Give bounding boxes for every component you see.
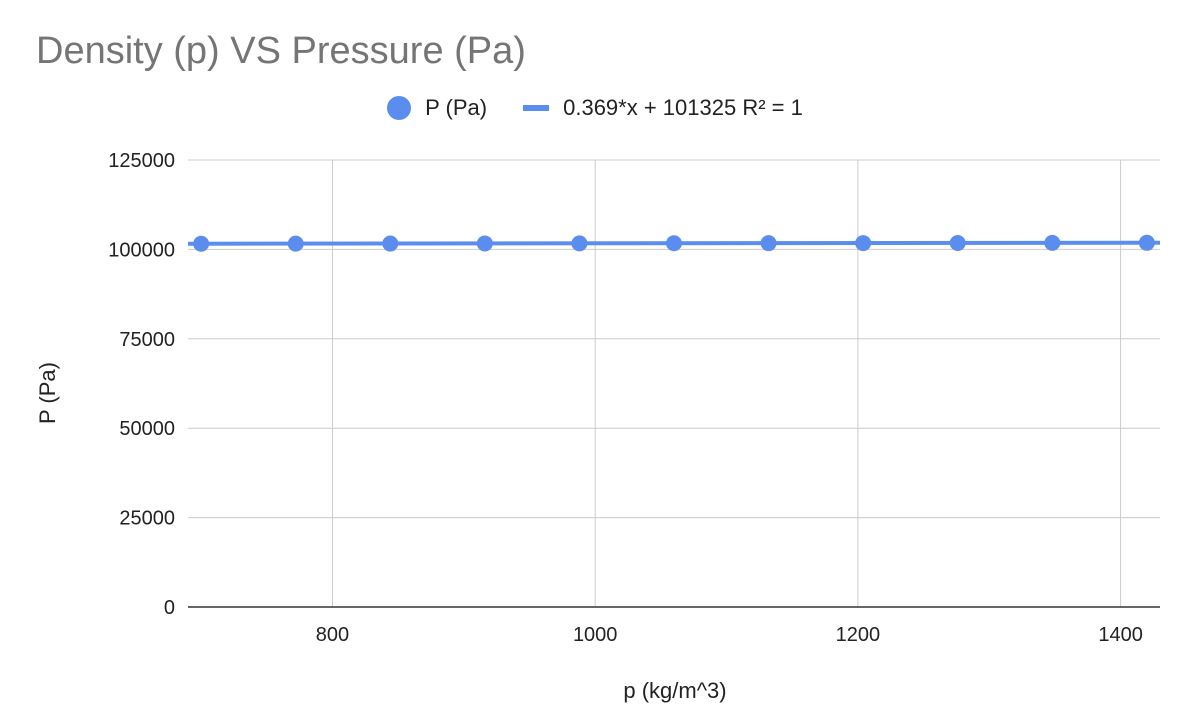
x-tick-label: 800 <box>316 624 349 646</box>
y-tick-label: 75000 <box>119 329 175 351</box>
data-point <box>1138 234 1155 251</box>
data-point <box>476 235 493 252</box>
tick-labels: 0 25000 50000 75000 100000 125000 800 1000 1200 1… <box>108 150 1143 646</box>
points-layer <box>193 234 1155 252</box>
legend-item-series[interactable]: P (Pa) <box>387 95 487 121</box>
legend-item-trendline[interactable]: 0.369*x + 101325 R² = 1 <box>523 95 803 121</box>
legend-trendline-label: 0.369*x + 101325 R² = 1 <box>563 95 803 120</box>
y-tick-label: 50000 <box>119 418 175 440</box>
y-tick-label: 125000 <box>108 150 175 172</box>
data-point <box>666 235 682 252</box>
data-point <box>949 234 966 251</box>
x-tick-label: 1200 <box>836 624 881 646</box>
legend: P (Pa) 0.369*x + 101325 R² = 1 <box>0 95 1190 121</box>
x-tick-label: 1400 <box>1098 624 1143 646</box>
legend-series-label: P (Pa) <box>425 95 488 120</box>
legend-marker-line-icon <box>523 105 550 111</box>
chart-title: Density (p) VS Pressure (Pa) <box>36 30 526 72</box>
y-axis-title: P (Pa) <box>35 362 60 424</box>
y-tick-label: 25000 <box>119 508 175 530</box>
legend-marker-dot-icon <box>387 96 412 120</box>
x-axis-title: p (kg/m^3) <box>623 678 726 703</box>
y-tick-label: 0 <box>164 597 175 619</box>
grid <box>188 159 1160 607</box>
y-tick-label: 100000 <box>108 239 175 261</box>
data-point <box>1044 234 1061 251</box>
data-point <box>287 235 304 252</box>
data-point <box>760 235 777 252</box>
data-point <box>193 235 210 252</box>
data-point <box>382 235 399 252</box>
data-point <box>855 235 872 252</box>
x-tick-label: 1000 <box>573 624 618 646</box>
data-point <box>571 235 588 252</box>
